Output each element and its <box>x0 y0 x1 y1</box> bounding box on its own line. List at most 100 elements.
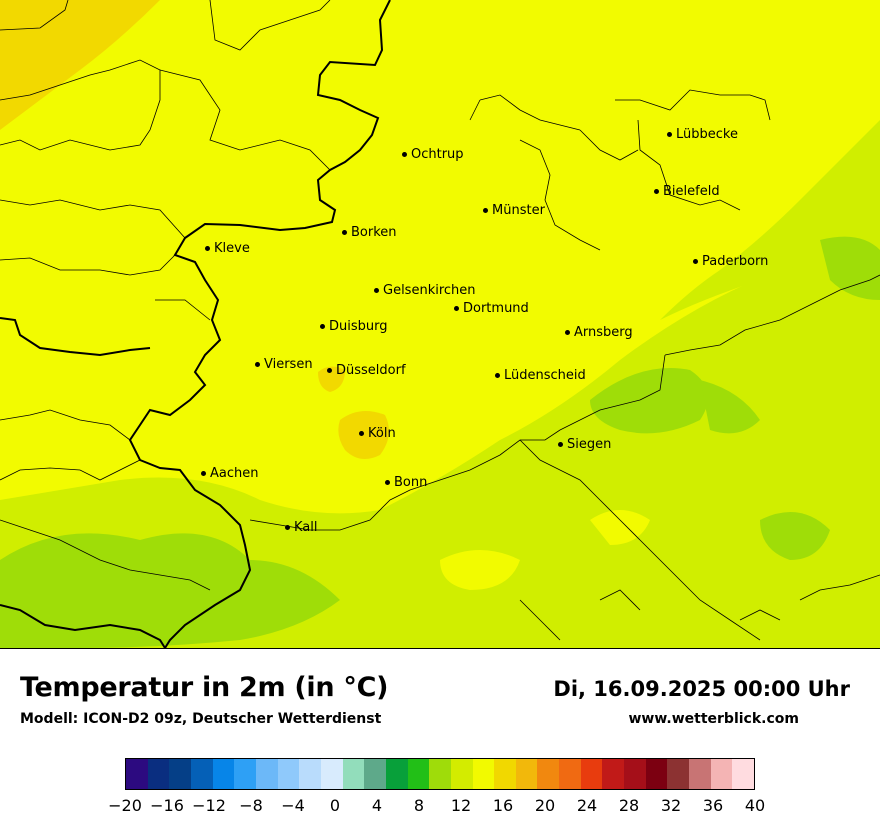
city-name: Ochtrup <box>411 147 464 162</box>
city-name: Viersen <box>264 357 313 372</box>
legend-color-swatch <box>234 759 256 789</box>
legend-tick-label: 8 <box>413 796 425 815</box>
city-label: Münster <box>483 204 545 218</box>
temp-field-green-se3 <box>700 380 760 434</box>
map-panel: Lübbecke Ochtrup Bielefeld Münster Borke… <box>0 0 880 649</box>
legend-tick-label: −8 <box>239 796 263 815</box>
city-dot-icon <box>342 230 347 235</box>
legend-color-swatch <box>407 759 430 789</box>
city-label: Paderborn <box>693 255 768 269</box>
city-name: Düsseldorf <box>336 363 406 378</box>
city-name: Köln <box>368 426 396 441</box>
forecast-datetime: Di, 16.09.2025 00:00 Uhr <box>553 677 850 701</box>
legend-color-swatch <box>385 759 408 789</box>
city-label: Borken <box>342 226 397 240</box>
city-dot-icon <box>495 373 500 378</box>
legend-tick-label: −20 <box>108 796 142 815</box>
temp-field-warm-duesseldorf <box>318 366 345 392</box>
city-name: Duisburg <box>329 319 388 334</box>
city-dot-icon <box>402 152 407 157</box>
legend-tick-label: 28 <box>618 796 640 815</box>
legend-tick-label: 32 <box>660 796 682 815</box>
temp-field-warm-nw <box>0 0 160 130</box>
city-label: Düsseldorf <box>327 364 406 378</box>
country-border-be-nl <box>0 317 151 357</box>
legend-tick-label: 0 <box>329 796 341 815</box>
city-label: Köln <box>359 427 396 441</box>
city-label: Duisburg <box>320 320 388 334</box>
city-dot-icon <box>454 306 459 311</box>
city-dot-icon <box>201 471 206 476</box>
legend-tick-label: 20 <box>534 796 556 815</box>
legend-tick-label: −16 <box>150 796 184 815</box>
temp-field-cool-east <box>660 120 880 320</box>
city-label: Dortmund <box>454 302 529 316</box>
country-border-south <box>0 604 166 648</box>
city-label: Kleve <box>205 242 250 256</box>
legend-color-swatch <box>689 759 711 789</box>
city-label: Arnsberg <box>565 326 633 340</box>
website-link: www.wetterblick.com <box>628 711 800 727</box>
city-name: Borken <box>351 225 397 240</box>
city-name: Kall <box>294 520 318 535</box>
temp-field-green-e <box>820 236 880 300</box>
city-dot-icon <box>565 330 570 335</box>
city-dot-icon <box>385 480 390 485</box>
city-name: Paderborn <box>702 254 769 269</box>
legend-tick-label: 36 <box>702 796 724 815</box>
city-dot-icon <box>205 246 210 251</box>
legend-color-swatch <box>320 759 343 789</box>
legend-tick-label: 40 <box>744 796 766 815</box>
city-name: Lübbecke <box>676 127 738 142</box>
legend-tick-label: 24 <box>576 796 598 815</box>
city-dot-icon <box>693 259 698 264</box>
legend-color-swatch <box>580 759 603 789</box>
legend-color-swatch <box>667 759 690 789</box>
city-name: Arnsberg <box>574 325 633 340</box>
legend-color-swatch <box>732 759 755 789</box>
temp-field-yellow-pocket1 <box>440 550 520 590</box>
city-dot-icon <box>654 189 659 194</box>
city-name: Kleve <box>214 241 250 256</box>
city-label: Viersen <box>255 358 313 372</box>
temp-field-warm-koeln <box>338 411 389 459</box>
city-label: Ochtrup <box>402 148 464 162</box>
legend-tick-label: 4 <box>371 796 383 815</box>
city-label: Kall <box>285 521 318 535</box>
city-name: Münster <box>492 203 545 218</box>
city-name: Bonn <box>394 475 428 490</box>
legend-color-swatch <box>277 759 300 789</box>
city-name: Siegen <box>567 437 612 452</box>
legend-color-swatch <box>429 759 451 789</box>
legend-color-swatch <box>342 759 365 789</box>
legend-color-swatch <box>147 759 170 789</box>
legend-tick-label: −4 <box>281 796 305 815</box>
color-legend-bar <box>125 758 755 790</box>
legend-tick-label: 16 <box>492 796 514 815</box>
legend-tick-label: 12 <box>450 796 472 815</box>
legend-color-swatch <box>255 759 278 789</box>
legend-color-swatch <box>299 759 321 789</box>
city-label: Siegen <box>558 438 611 452</box>
city-label: Lüdenscheid <box>495 369 586 383</box>
legend-color-swatch <box>537 759 560 789</box>
city-name: Aachen <box>210 466 259 481</box>
legend-color-swatch <box>494 759 516 789</box>
legend-color-swatch <box>559 759 581 789</box>
city-dot-icon <box>285 525 290 530</box>
city-name: Lüdenscheid <box>504 368 586 383</box>
legend-color-swatch <box>624 759 646 789</box>
city-dot-icon <box>320 324 325 329</box>
temp-field-cool-south <box>0 200 880 648</box>
city-label: Lübbecke <box>667 128 738 142</box>
city-dot-icon <box>483 208 488 213</box>
city-dot-icon <box>255 362 260 367</box>
legend-color-swatch <box>190 759 213 789</box>
city-dot-icon <box>327 368 332 373</box>
legend-color-swatch <box>169 759 191 789</box>
city-label: Aachen <box>201 467 258 481</box>
legend-color-swatch <box>515 759 538 789</box>
legend-color-swatch <box>602 759 625 789</box>
city-dot-icon <box>667 132 672 137</box>
map-title: Temperatur in 2m (in °C) <box>20 672 389 703</box>
